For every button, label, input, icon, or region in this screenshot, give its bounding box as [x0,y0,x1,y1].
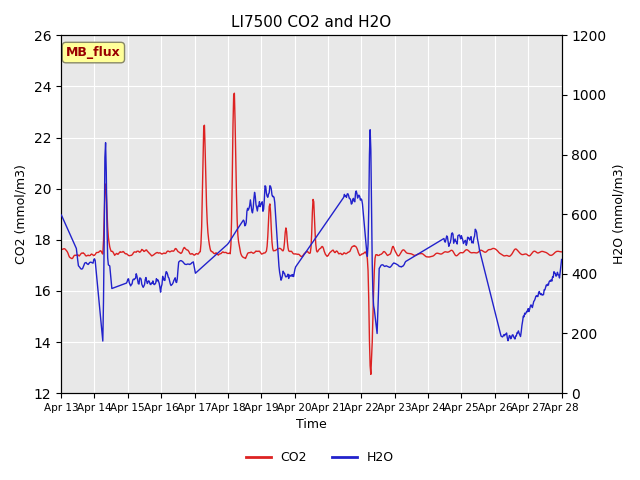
Legend: CO2, H2O: CO2, H2O [241,446,399,469]
X-axis label: Time: Time [296,419,326,432]
Y-axis label: CO2 (mmol/m3): CO2 (mmol/m3) [15,164,28,264]
Text: MB_flux: MB_flux [66,46,121,59]
Title: LI7500 CO2 and H2O: LI7500 CO2 and H2O [231,15,392,30]
Y-axis label: H2O (mmol/m3): H2O (mmol/m3) [612,164,625,264]
